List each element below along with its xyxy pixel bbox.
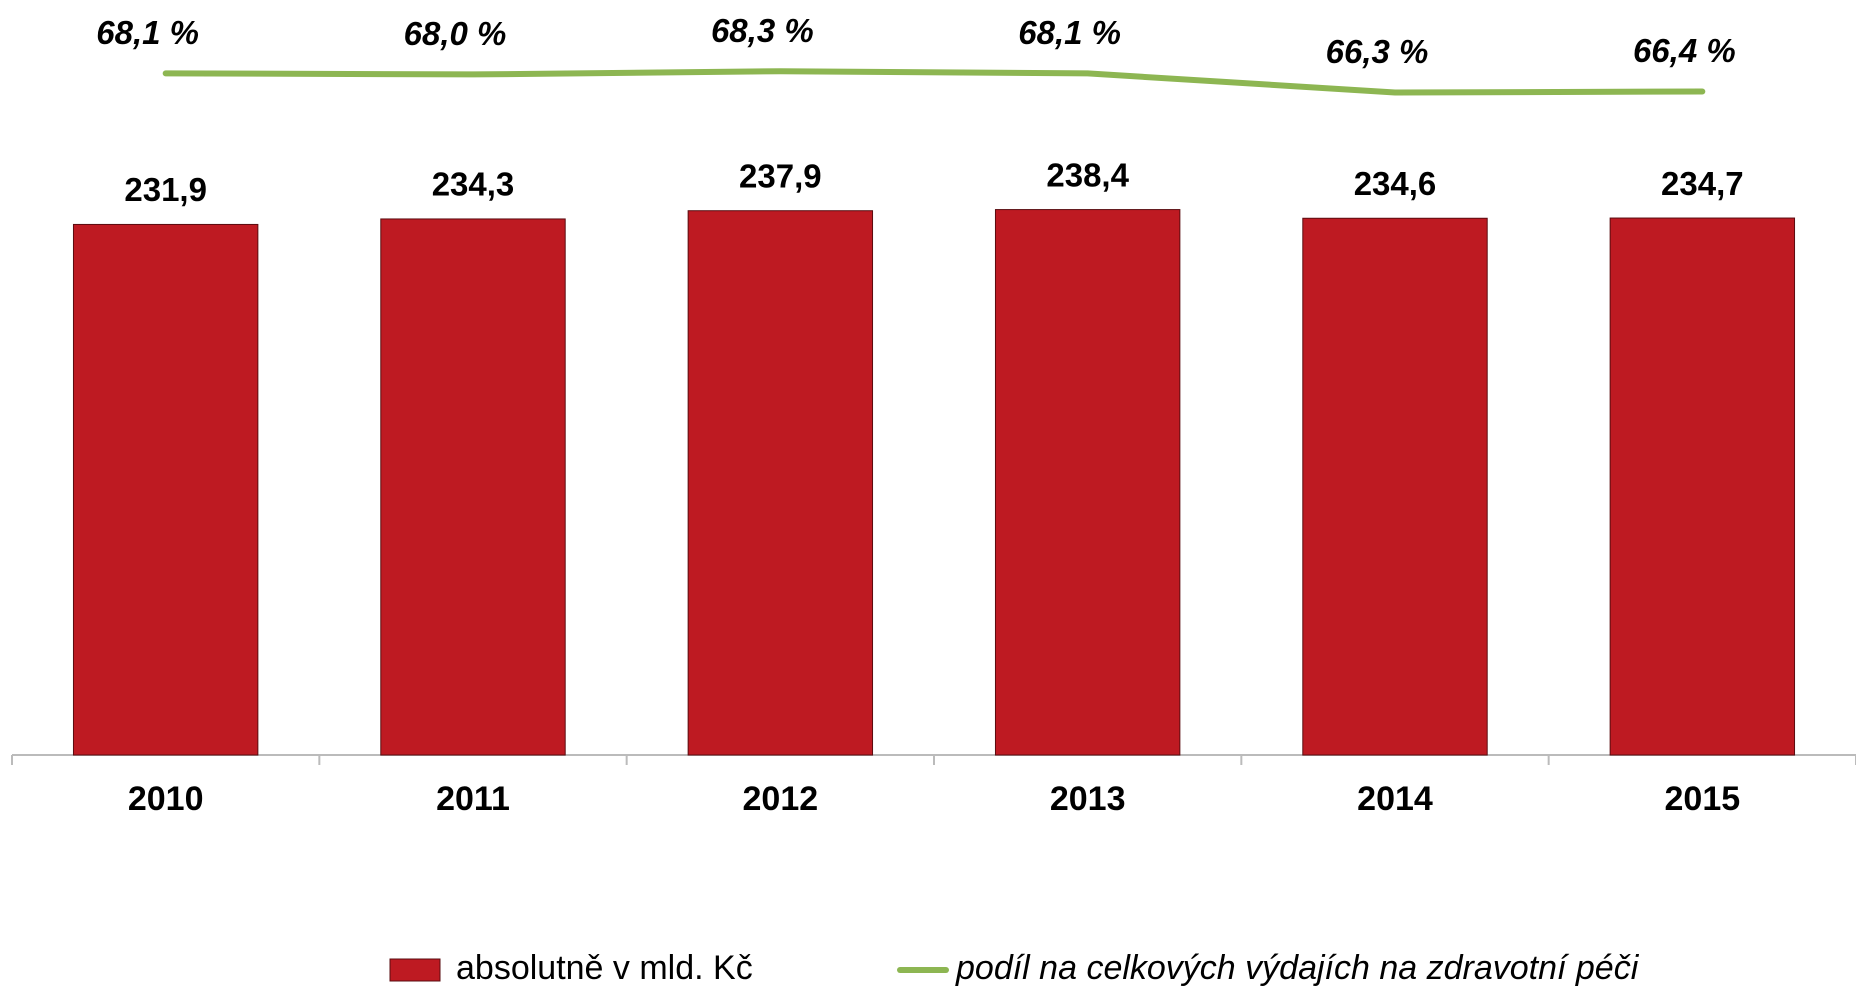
data-label: 234,7: [1661, 165, 1744, 202]
data-label: 68,1 %: [1018, 14, 1121, 51]
legend-swatch: [389, 958, 441, 982]
data-label: 66,3 %: [1326, 33, 1429, 70]
line: [162, 68, 1706, 96]
data-label: 238,4: [1046, 156, 1129, 193]
data-label: 68,3 %: [711, 12, 814, 49]
bar: [72, 223, 259, 756]
data-label: 231,9: [124, 171, 207, 208]
data-label: 234,6: [1354, 165, 1437, 202]
x-tick-label: 2011: [436, 780, 510, 818]
bar: [687, 210, 874, 756]
x-tick-label: 2013: [1050, 780, 1126, 818]
legend-label: absolutně v mld. Kč: [456, 949, 753, 987]
data-label: 66,4 %: [1633, 32, 1736, 69]
data-label: 234,3: [432, 166, 515, 203]
x-tick-label: 2014: [1357, 780, 1433, 818]
x-tick-label: 2015: [1665, 780, 1741, 818]
bar: [380, 218, 566, 756]
data-label: 68,0 %: [404, 15, 507, 52]
legend-label: podíl na celkových výdajích na zdravotní…: [955, 949, 1640, 987]
data-label: 68,1 %: [96, 14, 199, 51]
bar: [1302, 217, 1488, 756]
bar: [1609, 217, 1796, 756]
x-tick-label: 2012: [743, 780, 819, 818]
x-tick-label: 2010: [128, 780, 204, 818]
bar: [994, 209, 1181, 756]
data-label: 237,9: [739, 157, 822, 194]
